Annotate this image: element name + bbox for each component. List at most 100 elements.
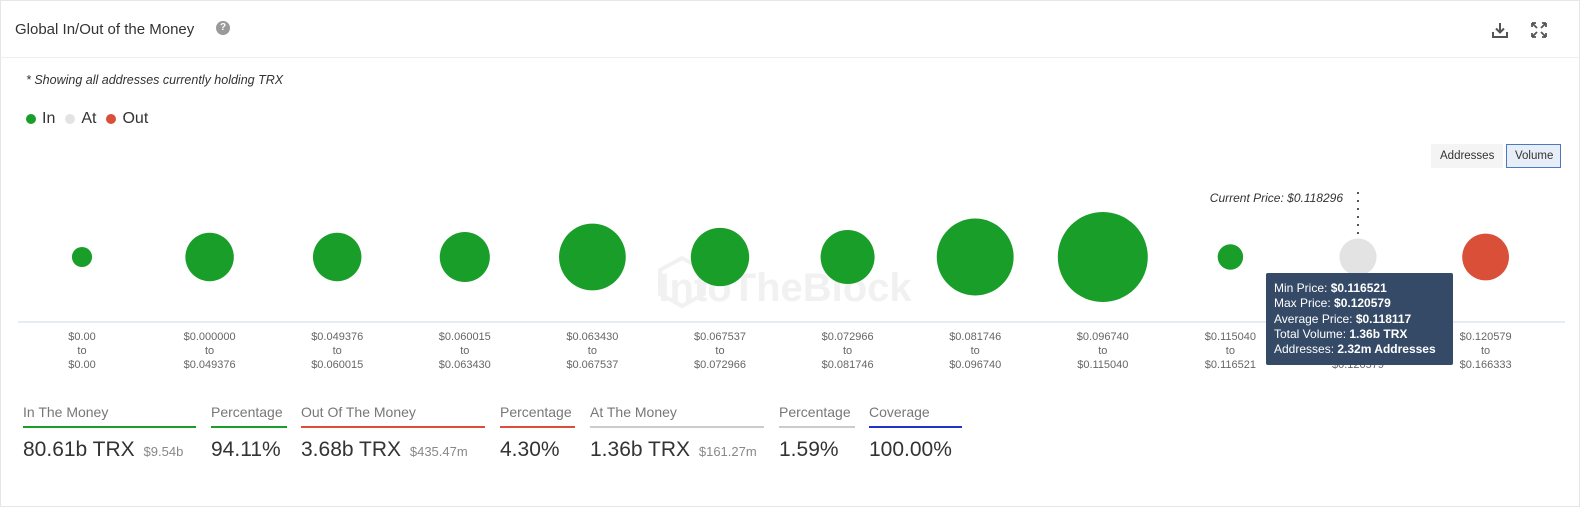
bubble-at	[1339, 238, 1377, 276]
stat-at-value: 1.36b TRX	[590, 438, 691, 461]
bubble-in	[936, 218, 1014, 296]
tick-label-to-word: to	[1481, 345, 1490, 357]
stat-at-label: At The Money	[590, 404, 764, 428]
legend-dot-at	[65, 114, 76, 124]
tooltip-row-label: Total Volume:	[1274, 326, 1350, 341]
tick-label-from: $0.072966	[822, 331, 874, 343]
bubble-in	[1057, 212, 1148, 302]
tick-label-to-word: to	[1226, 345, 1235, 357]
tooltip-row: Average Price: $0.118117	[1274, 312, 1445, 327]
tick-label-to-word: to	[843, 345, 852, 357]
tick-label-from: $0.00	[68, 331, 96, 343]
tick-label-to: $0.060015	[311, 359, 363, 371]
stat-at-value-row: 1.36b TRX $161.27m	[590, 438, 764, 462]
tick-label-from: $0.096740	[1077, 331, 1129, 343]
holders-note: * Showing all addresses currently holdin…	[26, 73, 284, 87]
stat-out-of-the-money: Out Of The Money 3.68b TRX $435.47m	[301, 404, 485, 462]
tooltip-row-label: Min Price:	[1274, 281, 1331, 295]
tooltip-row-value: 2.32m Addresses	[1337, 342, 1436, 357]
tick-label-to-word: to	[77, 345, 86, 357]
tick-label-to-word: to	[333, 345, 342, 357]
stat-out-pct-label: Percentage	[500, 404, 575, 428]
stat-in-percentage: Percentage 94.11%	[211, 404, 287, 462]
tick-label-from: $0.081746	[949, 331, 1001, 343]
tick-label-to: $0.081746	[822, 359, 874, 371]
stat-at-pct: 1.59%	[779, 438, 839, 461]
tick-label-to: $0.115040	[1077, 359, 1128, 371]
legend-label-at: At	[81, 110, 97, 127]
tooltip-row: Total Volume: 1.36b TRX	[1274, 327, 1445, 342]
tick-label-from: $0.000000	[184, 331, 236, 343]
current-price-label: Current Price: $0.118296	[1210, 191, 1344, 205]
stat-at-the-money: At The Money 1.36b TRX $161.27m	[590, 404, 764, 462]
tick-label-to-word: to	[460, 345, 469, 357]
chart-tooltip: Min Price: $0.116521 Max Price: $0.120579…	[1266, 273, 1453, 365]
bubble-in	[185, 232, 234, 282]
stat-out-value: 3.68b TRX	[301, 438, 402, 461]
legend-item-in[interactable]: In	[26, 110, 55, 128]
addresses-toggle[interactable]: Addresses	[1431, 144, 1503, 168]
expand-icon[interactable]	[1530, 21, 1548, 39]
question-circle-icon[interactable]: ?	[216, 21, 230, 35]
legend-item-out[interactable]: Out	[106, 110, 148, 128]
stat-in-pct: 94.11%	[211, 438, 281, 461]
tooltip-row-value: $0.116521	[1330, 281, 1387, 295]
legend-item-at[interactable]: At	[65, 110, 96, 128]
widget-header: Global In/Out of the Money ?	[0, 0, 1580, 58]
tick-label-from: $0.049376	[311, 331, 363, 343]
stat-out-percentage: Percentage 4.30%	[500, 404, 575, 462]
tick-label-to: $0.00	[68, 359, 96, 371]
tooltip-row-label: Average Price:	[1274, 311, 1356, 326]
download-icon[interactable]	[1491, 21, 1509, 39]
watermark-logo-icon	[658, 255, 706, 309]
stat-coverage: Coverage 100.00%	[869, 404, 962, 462]
stat-at-percentage: Percentage 1.59%	[779, 404, 855, 462]
bubble-in	[312, 232, 362, 282]
tooltip-row-label: Max Price:	[1274, 296, 1335, 311]
stat-out-label: Out Of The Money	[301, 404, 485, 428]
bubble-in	[1217, 244, 1244, 270]
legend-label-in: In	[42, 110, 56, 127]
tooltip-row: Max Price: $0.120579	[1274, 296, 1445, 311]
stat-in-the-money: In The Money 80.61b TRX $9.54b	[23, 404, 196, 462]
stat-at-usd: $161.27m	[698, 444, 757, 459]
legend-dot-out	[106, 114, 117, 124]
tick-label-from: $0.115040	[1205, 331, 1256, 343]
tick-label-to: $0.072966	[694, 359, 746, 371]
stat-in-label: In The Money	[23, 404, 196, 428]
bubble-in	[439, 231, 490, 283]
stat-in-pct-label: Percentage	[211, 404, 287, 428]
legend-label-out: Out	[122, 110, 149, 127]
bubble-in	[690, 227, 750, 287]
bubble-in	[71, 246, 93, 268]
stat-coverage-value: 100.00%	[869, 438, 952, 461]
stat-out-usd: $435.47m	[409, 444, 468, 459]
stat-in-value-row: 80.61b TRX $9.54b	[23, 438, 196, 462]
bubble-in	[820, 230, 875, 284]
stat-out-value-row: 3.68b TRX $435.47m	[301, 438, 485, 462]
stats-row: In The Money 80.61b TRX $9.54b Percentag…	[0, 404, 1580, 474]
stat-in-value: 80.61b TRX	[23, 438, 135, 461]
widget-title: Global In/Out of the Money	[15, 21, 195, 38]
tick-label-to-word: to	[971, 345, 980, 357]
bubble-out	[1462, 233, 1509, 281]
tick-label-from: $0.060015	[439, 331, 491, 343]
legend: In At Out	[26, 109, 158, 129]
stat-at-pct-label: Percentage	[779, 404, 855, 428]
volume-toggle[interactable]: Volume	[1506, 144, 1561, 168]
tick-label-to: $0.049376	[184, 359, 236, 371]
stat-coverage-label: Coverage	[869, 404, 962, 428]
tick-label-to-word: to	[205, 345, 214, 357]
tick-label-to: $0.116521	[1205, 359, 1256, 371]
tooltip-row-value: $0.120579	[1334, 296, 1391, 311]
legend-dot-in	[26, 114, 36, 124]
tick-label-to: $0.067537	[566, 359, 618, 371]
tooltip-row: Min Price: $0.116521	[1274, 281, 1445, 296]
tick-label-to-word: to	[588, 345, 597, 357]
tick-label-from: $0.063430	[566, 331, 618, 343]
stat-in-usd: $9.54b	[143, 444, 184, 459]
tooltip-row-value: $0.118117	[1355, 311, 1412, 326]
tick-label-to-word: to	[715, 345, 724, 357]
tick-label-from: $0.067537	[694, 331, 746, 343]
